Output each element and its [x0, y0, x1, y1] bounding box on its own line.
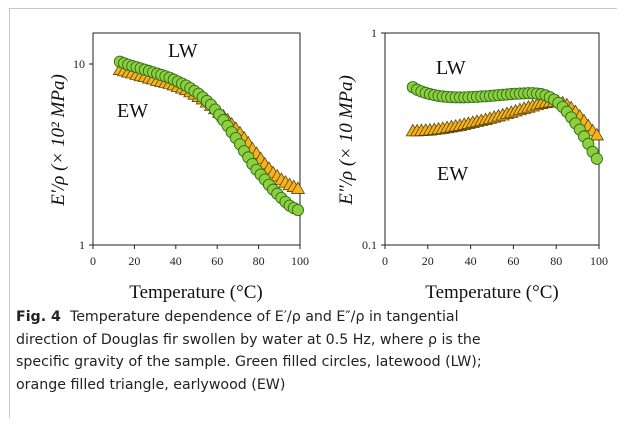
- ew-point: [290, 181, 306, 194]
- caption-line-1: Fig. 4 Temperature dependence of E′/ρ an…: [16, 306, 616, 329]
- charts-canvas: 0 20 40 60 80 100 110 LW EW Temperature (°C) …: [48, 26, 608, 303]
- caption-line-3: specific gravity of the sample. Green fi…: [16, 354, 482, 370]
- series-lw-right: [406, 81, 603, 165]
- y-tick-label: 0.1: [362, 238, 377, 252]
- x-tick-label: 0: [382, 254, 388, 268]
- x-tick-label: 20: [422, 254, 434, 268]
- x-tick-label: 60: [211, 254, 223, 268]
- label-ew-left: EW: [117, 100, 148, 122]
- y-tick-label: 1: [371, 26, 377, 40]
- y-axis-ticks-left: 1 10: [73, 57, 93, 252]
- plot-frame-left: [92, 32, 301, 246]
- y-tick-label: 1: [79, 238, 85, 252]
- x-tick-label: 60: [507, 254, 519, 268]
- x-tick-label: 100: [590, 254, 608, 268]
- caption-figure-label: Fig. 4: [16, 309, 61, 325]
- x-axis-ticks-left: 0 20 40 60 80 100: [90, 245, 309, 268]
- x-axis-title-left: Temperature (°C): [129, 282, 262, 303]
- label-ew-right: EW: [437, 163, 468, 185]
- series-lw-left: [113, 55, 304, 217]
- x-tick-label: 100: [291, 254, 309, 268]
- figure-frame-top: [9, 8, 617, 9]
- figure-frame-left: [9, 8, 10, 418]
- caption-line-4: orange filled triangle, earlywood (EW): [16, 376, 286, 393]
- label-lw-left: LW: [168, 40, 198, 62]
- x-tick-label: 80: [253, 254, 265, 268]
- x-tick-label: 40: [465, 254, 477, 268]
- label-lw-right: LW: [436, 57, 466, 79]
- chart-loss-modulus: 0 20 40 60 80 100 0.11 LW EW Temperature (°C)…: [336, 26, 608, 303]
- x-tick-label: 40: [170, 254, 182, 268]
- caption-text-1: Temperature dependence of E′/ρ and E″/ρ …: [69, 309, 459, 325]
- x-axis-title-right: Temperature (°C): [425, 282, 558, 303]
- figure-caption: Fig. 4 Temperature dependence of E′/ρ an…: [16, 306, 616, 396]
- chart-storage-modulus: 0 20 40 60 80 100 110 LW EW Temperature (°C) …: [48, 32, 309, 303]
- y-axis-title-right: E″/ρ (× 10 MPa): [336, 75, 357, 206]
- x-tick-label: 0: [90, 254, 96, 268]
- x-tick-label: 20: [128, 254, 140, 268]
- y-axis-title-left: E′/ρ (× 10² MPa): [48, 74, 69, 207]
- x-axis-ticks-right: 0 20 40 60 80 100: [382, 245, 608, 268]
- plot-frame-right: [384, 32, 600, 246]
- lw-point: [590, 152, 603, 165]
- caption-line-2: direction of Douglas fir swollen by wate…: [16, 331, 481, 348]
- ew-point: [589, 127, 605, 141]
- series-ew-left: [112, 62, 306, 194]
- x-tick-label: 80: [550, 254, 562, 268]
- y-tick-label: 10: [73, 57, 85, 71]
- lw-point: [291, 203, 304, 217]
- y-axis-ticks-right: 0.11: [362, 26, 385, 252]
